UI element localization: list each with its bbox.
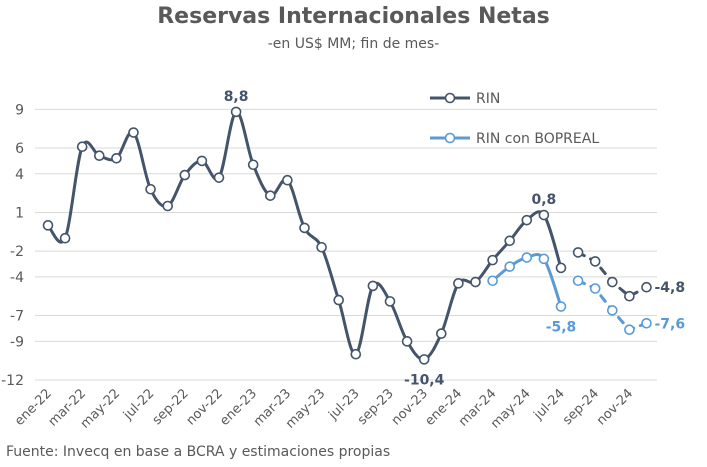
rin-line-solid bbox=[46, 110, 563, 361]
rin-point bbox=[350, 348, 362, 360]
legend-label: RIN bbox=[476, 91, 500, 107]
rin-point bbox=[418, 354, 430, 365]
x-tick-label: nov-23 bbox=[389, 386, 431, 428]
rin-bopreal-point bbox=[504, 261, 516, 272]
rin-point bbox=[521, 214, 533, 226]
rin-point bbox=[59, 232, 71, 244]
chart-subtitle: -en US$ MM; fin de mes- bbox=[267, 36, 440, 52]
series-markers bbox=[42, 106, 652, 365]
rin-point bbox=[179, 169, 191, 181]
y-axis: 9 6 4 1 -2 -4 -7 -9 -12 bbox=[1, 102, 24, 389]
y-tick-label: -12 bbox=[1, 373, 24, 389]
rin-point bbox=[384, 296, 396, 307]
rin-line-dashed bbox=[576, 250, 648, 298]
gridlines bbox=[35, 108, 657, 381]
rin-bopreal-point bbox=[487, 275, 498, 287]
data-label: 0,8 bbox=[531, 192, 556, 208]
rin-bopreal-point bbox=[641, 317, 652, 329]
rin-point bbox=[589, 256, 601, 267]
rin-point bbox=[42, 220, 54, 231]
y-tick-label: -7 bbox=[10, 309, 24, 325]
rin-point bbox=[282, 174, 293, 186]
legend-label: RIN con BOPREAL bbox=[476, 131, 599, 147]
rin-point bbox=[435, 328, 447, 339]
rin-point bbox=[162, 200, 173, 212]
rin-point bbox=[94, 150, 105, 162]
y-tick-label: 6 bbox=[15, 141, 24, 157]
rin-bopreal-point bbox=[521, 252, 533, 263]
x-tick-label: nov-22 bbox=[184, 386, 226, 428]
data-label: 8,8 bbox=[224, 89, 249, 105]
y-tick-label: -4 bbox=[10, 270, 24, 286]
rin-point bbox=[572, 247, 584, 258]
legend-marker bbox=[444, 92, 456, 104]
rin-point bbox=[76, 141, 88, 153]
rin-bopreal-point bbox=[624, 324, 635, 336]
rin-bopreal-point bbox=[538, 253, 550, 265]
y-tick-label: 4 bbox=[15, 167, 24, 183]
rin-point bbox=[145, 183, 156, 195]
rin-bopreal-point bbox=[555, 301, 567, 312]
rin-point bbox=[504, 235, 516, 247]
rin-point bbox=[128, 127, 139, 138]
rin-point bbox=[230, 106, 242, 118]
rin-point bbox=[196, 155, 208, 167]
rin-point bbox=[538, 209, 550, 221]
y-tick-label: -9 bbox=[10, 334, 24, 350]
rin-bopreal-point bbox=[572, 275, 584, 287]
data-label: -10,4 bbox=[404, 372, 445, 388]
data-label: -5,8 bbox=[546, 320, 577, 336]
rin-point bbox=[487, 254, 498, 266]
rin-point bbox=[641, 281, 652, 293]
rin-bopreal-point bbox=[606, 305, 618, 316]
source-note: Fuente: Invecq en base a BCRA y estimaci… bbox=[6, 444, 391, 460]
rin-point bbox=[213, 172, 225, 183]
legend: RIN RIN con BOPREAL bbox=[430, 91, 599, 147]
data-label: -4,8 bbox=[655, 280, 686, 296]
data-label: -7,6 bbox=[655, 316, 686, 332]
y-tick-label: 1 bbox=[15, 205, 24, 221]
rin-point bbox=[624, 290, 635, 302]
chart-title: Reservas Internacionales Netas bbox=[157, 4, 550, 29]
rin-point bbox=[367, 280, 379, 292]
x-tick-label: sep-23 bbox=[355, 386, 397, 428]
rin-point bbox=[299, 222, 310, 234]
data-labels: 8,8 -10,4 0,8 -4,8 -5,8 -7,6 bbox=[224, 89, 685, 388]
y-tick-label: -2 bbox=[10, 244, 24, 260]
rin-point bbox=[606, 276, 618, 288]
x-tick-label: sep-22 bbox=[150, 386, 192, 428]
rin-point bbox=[453, 278, 464, 289]
legend-marker bbox=[444, 132, 456, 144]
rin-point bbox=[264, 190, 276, 201]
rin-point bbox=[333, 294, 345, 306]
x-tick-label: sep-24 bbox=[560, 386, 602, 428]
rin-point bbox=[401, 336, 413, 347]
rin-bopreal-point bbox=[589, 283, 601, 294]
rin-point bbox=[247, 159, 259, 171]
rin-point bbox=[470, 276, 481, 288]
rin-point bbox=[111, 153, 122, 164]
x-tick-label: nov-24 bbox=[594, 386, 636, 428]
rin-point bbox=[316, 241, 327, 253]
x-axis: ene-22mar-22may-22jul-22sep-22nov-22ene-… bbox=[12, 386, 636, 431]
y-tick-label: 9 bbox=[15, 102, 24, 118]
rin-point bbox=[555, 262, 567, 274]
